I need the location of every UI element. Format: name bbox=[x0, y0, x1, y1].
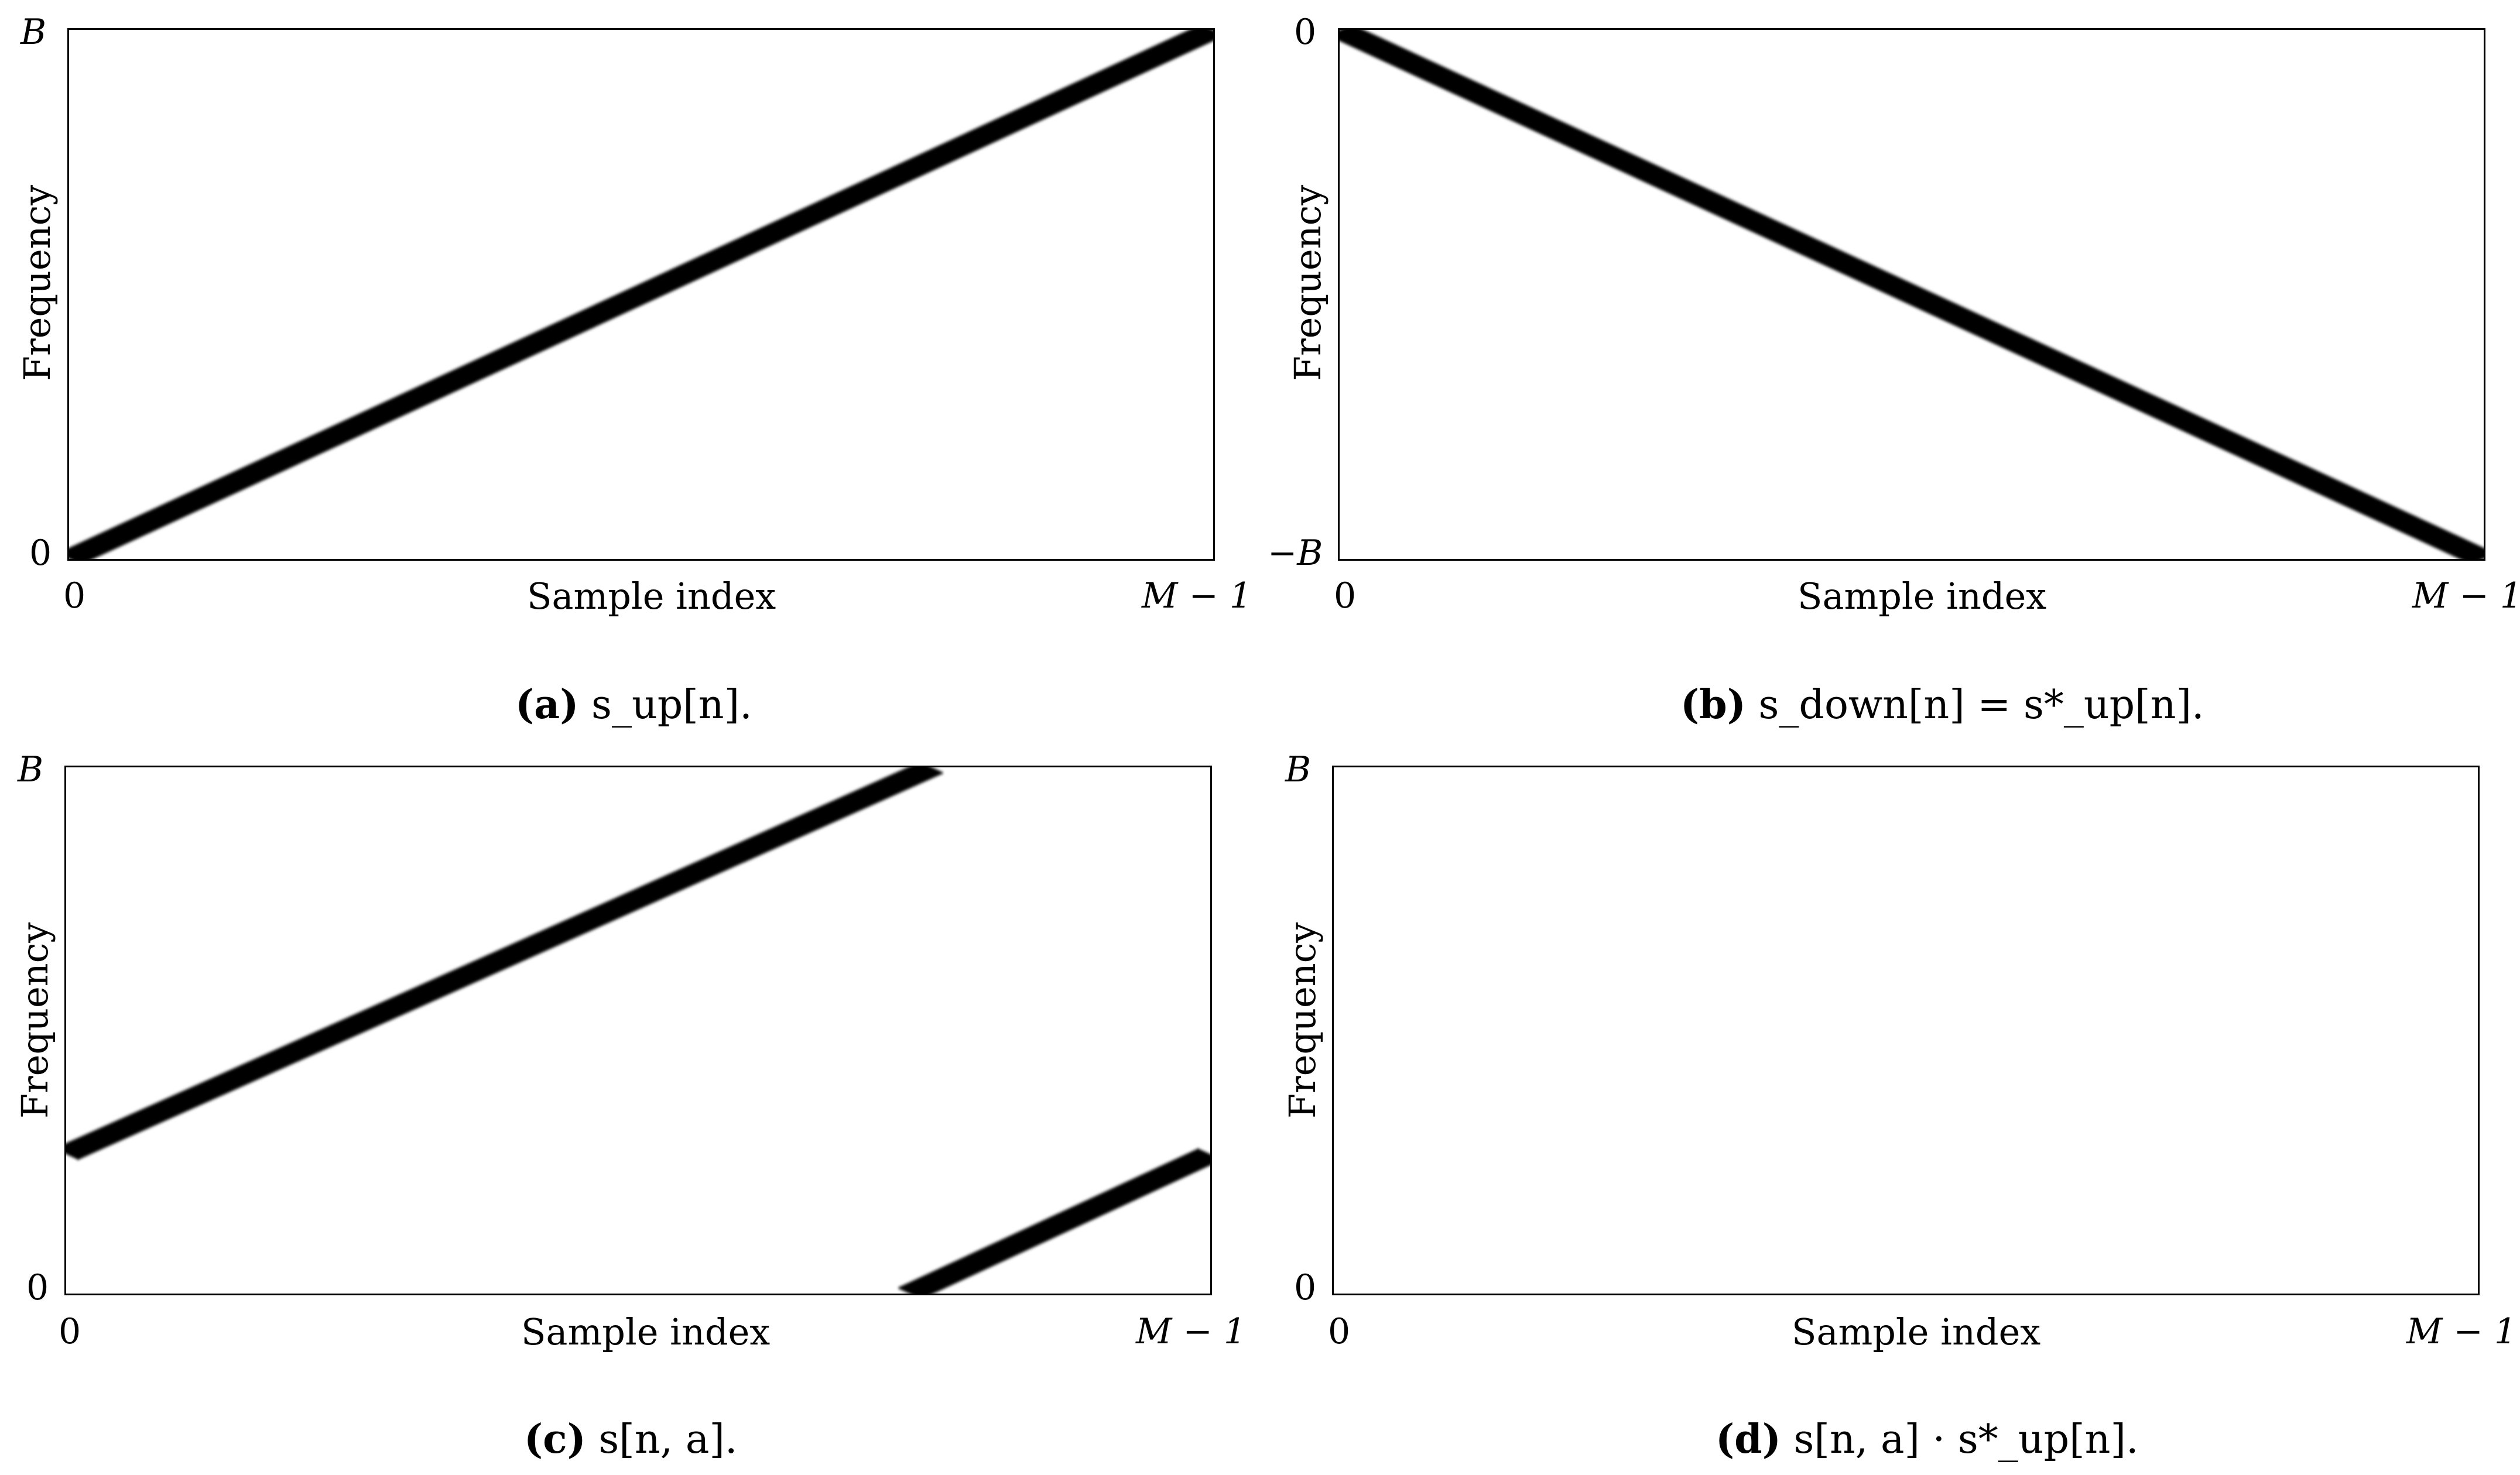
caption-text-d: s[n, a] · s*_up[n]. bbox=[1793, 1416, 2139, 1463]
spectrogram-d bbox=[1334, 1146, 2478, 1162]
y-tick-top-d: B bbox=[1285, 749, 1312, 790]
plot-area-a bbox=[67, 28, 1215, 561]
chirp-line-c-0 bbox=[66, 767, 944, 1160]
spectrogram-c bbox=[66, 767, 1210, 1294]
caption-b: (b) s_down[n] = s*_up[n]. bbox=[1680, 685, 2204, 725]
y-tick-bottom-a: 0 bbox=[29, 533, 52, 574]
x-tick-right-a: M − 1 bbox=[1142, 575, 1252, 616]
plot-area-b bbox=[1338, 28, 2485, 561]
x-tick-left-a: 0 bbox=[63, 575, 86, 616]
plot-area-c bbox=[64, 766, 1212, 1295]
spectrogram-a bbox=[69, 30, 1213, 559]
y-tick-bottom-b: −B bbox=[1268, 533, 1323, 574]
y-tick-top-b: 0 bbox=[1294, 12, 1317, 53]
caption-text-b: s_down[n] = s*_up[n]. bbox=[1758, 682, 2204, 728]
chirp-line-a-0 bbox=[69, 30, 1213, 559]
y-tick-top-a: B bbox=[20, 12, 47, 53]
chirp-line-b-0 bbox=[1340, 30, 2484, 559]
y-axis-label-a: Frequency bbox=[16, 184, 59, 381]
x-tick-left-b: 0 bbox=[1334, 575, 1357, 616]
chirp-line-c-1 bbox=[897, 1148, 1210, 1294]
caption-text-c: s[n, a]. bbox=[598, 1416, 738, 1463]
x-tick-left-d: 0 bbox=[1328, 1311, 1351, 1352]
x-tick-right-b: M − 1 bbox=[2412, 575, 2520, 616]
spectrogram-b bbox=[1340, 30, 2484, 559]
x-axis-label-d: Sample index bbox=[1792, 1311, 2041, 1353]
y-axis-label-b: Frequency bbox=[1286, 184, 1329, 381]
caption-label-d: (d) bbox=[1716, 1416, 1781, 1463]
x-axis-label-b: Sample index bbox=[1797, 575, 2047, 618]
caption-label-c: (c) bbox=[524, 1416, 586, 1463]
caption-label-a: (a) bbox=[515, 681, 579, 728]
caption-c: (c) s[n, a]. bbox=[524, 1419, 738, 1460]
caption-a: (a) s_up[n]. bbox=[515, 685, 752, 725]
caption-d: (d) s[n, a] · s*_up[n]. bbox=[1716, 1419, 2139, 1460]
x-axis-label-c: Sample index bbox=[521, 1311, 771, 1353]
x-tick-left-c: 0 bbox=[59, 1311, 81, 1352]
y-tick-top-c: B bbox=[18, 749, 44, 790]
x-tick-right-c: M − 1 bbox=[1136, 1311, 1247, 1352]
y-axis-label-c: Frequency bbox=[13, 922, 56, 1119]
x-tick-right-d: M − 1 bbox=[2406, 1311, 2517, 1352]
y-tick-bottom-c: 0 bbox=[26, 1267, 49, 1308]
y-axis-label-d: Frequency bbox=[1281, 922, 1324, 1119]
caption-text-a: s_up[n]. bbox=[591, 682, 752, 728]
caption-label-b: (b) bbox=[1680, 681, 1746, 728]
x-axis-label-a: Sample index bbox=[527, 575, 776, 618]
y-tick-bottom-d: 0 bbox=[1294, 1267, 1317, 1308]
plot-area-d bbox=[1332, 766, 2480, 1295]
